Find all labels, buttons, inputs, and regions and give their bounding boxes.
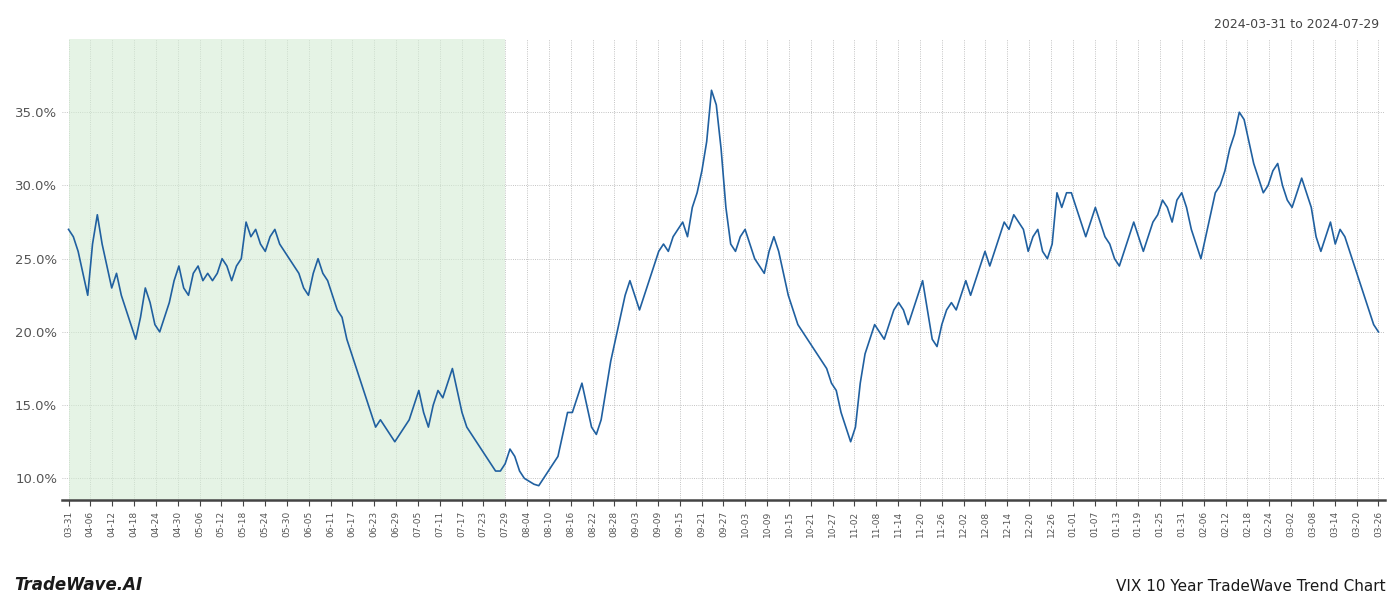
Text: TradeWave.AI: TradeWave.AI [14, 576, 143, 594]
Bar [69, 39, 505, 500]
Text: VIX 10 Year TradeWave Trend Chart: VIX 10 Year TradeWave Trend Chart [1116, 579, 1386, 594]
Text: 2024-03-31 to 2024-07-29: 2024-03-31 to 2024-07-29 [1214, 18, 1379, 31]
